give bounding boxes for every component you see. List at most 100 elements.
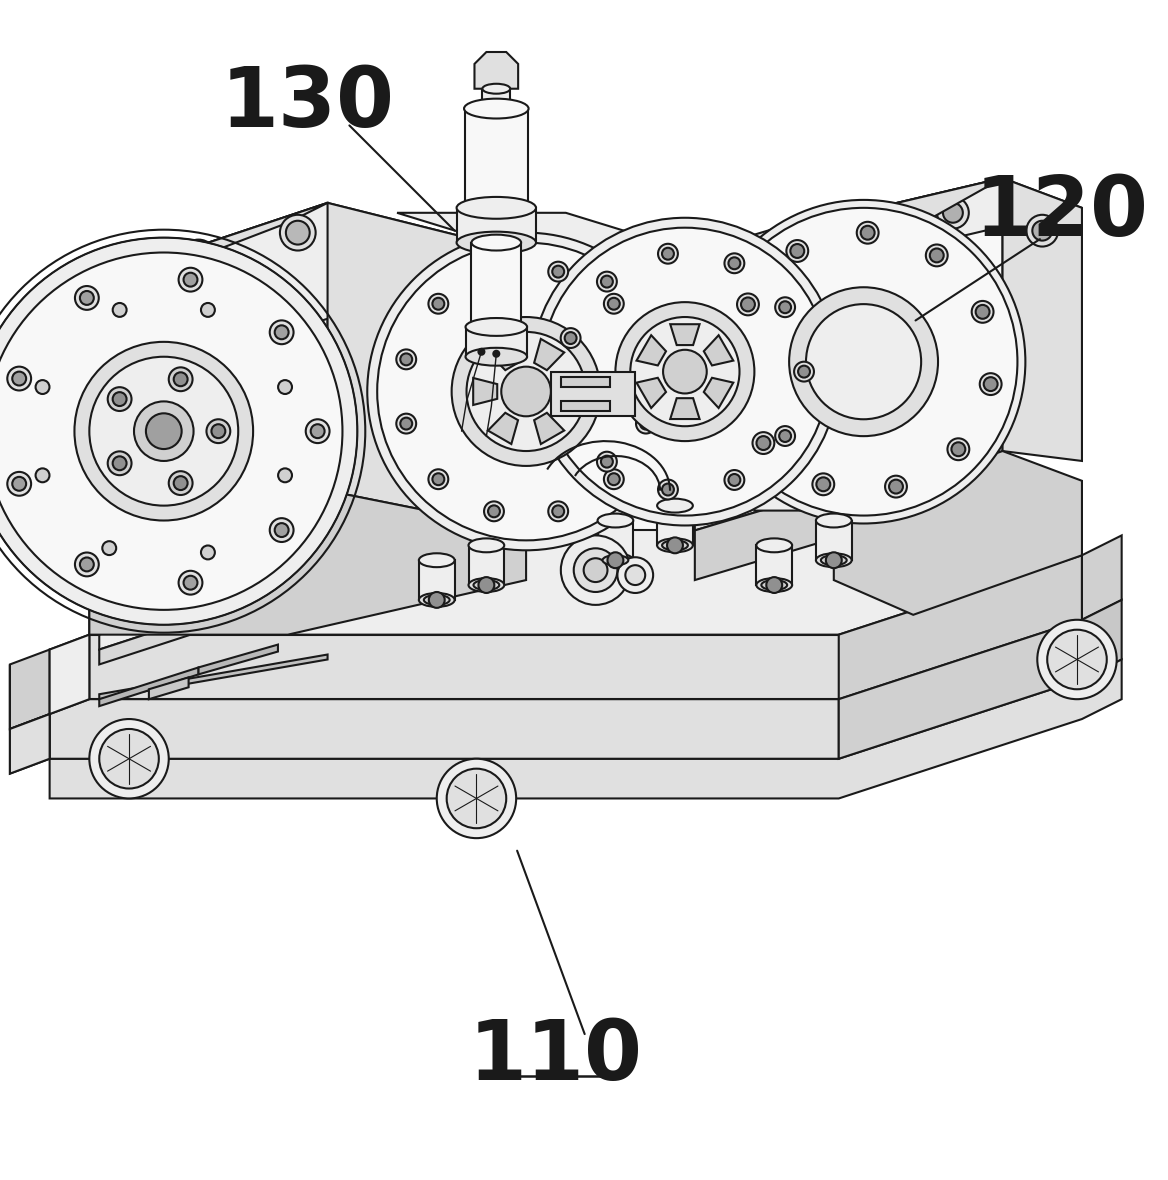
Circle shape xyxy=(597,452,617,472)
Ellipse shape xyxy=(816,513,851,527)
Circle shape xyxy=(752,432,774,454)
Circle shape xyxy=(806,304,922,419)
Polygon shape xyxy=(99,668,199,706)
Circle shape xyxy=(729,257,741,269)
Circle shape xyxy=(625,565,645,585)
Polygon shape xyxy=(488,413,519,444)
Polygon shape xyxy=(472,243,521,332)
Circle shape xyxy=(187,245,210,269)
Text: 120: 120 xyxy=(975,172,1149,254)
Ellipse shape xyxy=(762,581,787,590)
Ellipse shape xyxy=(468,578,505,592)
Circle shape xyxy=(618,557,653,594)
Polygon shape xyxy=(199,644,278,675)
Ellipse shape xyxy=(424,595,450,605)
Circle shape xyxy=(488,505,500,517)
Ellipse shape xyxy=(464,99,529,118)
Circle shape xyxy=(429,470,449,490)
Polygon shape xyxy=(327,203,526,531)
Polygon shape xyxy=(695,208,843,531)
Ellipse shape xyxy=(658,499,693,512)
Polygon shape xyxy=(598,520,633,560)
Circle shape xyxy=(640,418,652,430)
Polygon shape xyxy=(465,109,528,212)
Circle shape xyxy=(737,294,759,315)
Ellipse shape xyxy=(757,538,792,552)
Circle shape xyxy=(662,484,674,496)
Circle shape xyxy=(564,332,577,345)
Polygon shape xyxy=(755,178,1002,273)
Ellipse shape xyxy=(472,235,521,250)
Circle shape xyxy=(437,759,516,838)
Circle shape xyxy=(573,549,618,592)
Polygon shape xyxy=(466,327,527,356)
Ellipse shape xyxy=(466,348,527,366)
Circle shape xyxy=(274,326,288,339)
Polygon shape xyxy=(468,545,505,585)
Circle shape xyxy=(466,332,585,451)
Polygon shape xyxy=(49,660,1121,799)
Polygon shape xyxy=(49,700,839,759)
Circle shape xyxy=(637,349,656,369)
Polygon shape xyxy=(419,560,454,599)
Polygon shape xyxy=(561,401,611,412)
Ellipse shape xyxy=(603,556,628,565)
Circle shape xyxy=(813,473,834,496)
Circle shape xyxy=(484,262,503,282)
Polygon shape xyxy=(1082,536,1121,620)
Polygon shape xyxy=(561,376,611,387)
Circle shape xyxy=(584,558,607,582)
Circle shape xyxy=(640,353,652,366)
Circle shape xyxy=(201,303,215,317)
Ellipse shape xyxy=(466,319,527,336)
Circle shape xyxy=(658,479,677,499)
Circle shape xyxy=(89,356,238,505)
Polygon shape xyxy=(755,218,834,511)
Polygon shape xyxy=(695,486,843,581)
Polygon shape xyxy=(551,372,635,417)
Circle shape xyxy=(280,215,315,250)
Circle shape xyxy=(607,552,624,568)
Circle shape xyxy=(396,414,416,433)
Ellipse shape xyxy=(662,540,688,550)
Circle shape xyxy=(79,291,93,304)
Circle shape xyxy=(798,366,809,378)
Circle shape xyxy=(75,342,253,520)
Circle shape xyxy=(943,203,962,223)
Circle shape xyxy=(604,294,624,314)
Circle shape xyxy=(548,502,568,522)
Circle shape xyxy=(889,479,903,493)
Polygon shape xyxy=(555,378,579,405)
Ellipse shape xyxy=(598,513,633,527)
Circle shape xyxy=(980,373,1002,395)
Circle shape xyxy=(211,425,225,438)
Circle shape xyxy=(947,438,969,460)
Text: 110: 110 xyxy=(468,1016,642,1097)
Polygon shape xyxy=(49,635,89,714)
Polygon shape xyxy=(397,212,695,253)
Circle shape xyxy=(75,286,99,310)
Circle shape xyxy=(816,478,830,491)
Polygon shape xyxy=(834,178,1082,248)
Circle shape xyxy=(181,240,216,275)
Circle shape xyxy=(564,399,577,411)
Polygon shape xyxy=(474,52,519,88)
Circle shape xyxy=(561,328,580,348)
Polygon shape xyxy=(816,520,851,560)
Polygon shape xyxy=(457,208,536,243)
Circle shape xyxy=(658,244,677,263)
Circle shape xyxy=(79,557,93,571)
Circle shape xyxy=(174,373,188,386)
Polygon shape xyxy=(637,378,666,408)
Circle shape xyxy=(983,378,997,391)
Circle shape xyxy=(112,392,126,406)
Circle shape xyxy=(134,401,194,461)
Circle shape xyxy=(274,523,288,537)
Circle shape xyxy=(1037,620,1117,700)
Polygon shape xyxy=(89,203,327,570)
Circle shape xyxy=(432,473,444,485)
Circle shape xyxy=(286,221,310,244)
Circle shape xyxy=(702,199,1026,524)
Circle shape xyxy=(484,502,503,522)
Circle shape xyxy=(552,266,564,277)
